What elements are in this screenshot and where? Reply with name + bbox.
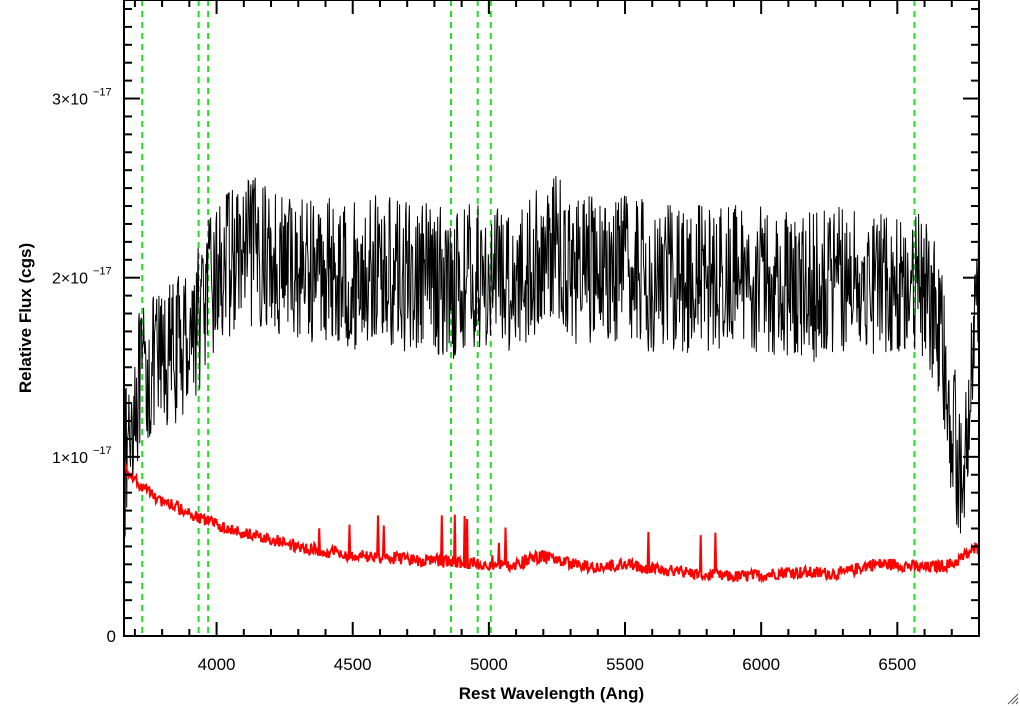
- y-tick-label: 2×10: [52, 271, 88, 288]
- x-tick-label: 6500: [878, 655, 916, 674]
- x-tick-label: 5500: [606, 655, 644, 674]
- x-axis-title: Rest Wavelength (Ang): [459, 684, 644, 703]
- y-axis-title: Relative Flux (cgs): [16, 243, 35, 393]
- axis-ticks: 4000 4500 5000 5500 6000 6500 0 1×10 −17 2×10 −17 3…: [52, 0, 980, 674]
- error-line: [123, 460, 979, 584]
- y-tick-label: 1×10: [52, 450, 88, 467]
- y-tick-label: 3×10: [52, 92, 88, 109]
- plot-frame: [123, 0, 980, 637]
- spectrum-line: [123, 176, 980, 539]
- y-tick-exponent: −17: [93, 87, 112, 99]
- spectrum-series: [123, 176, 980, 584]
- resize-grip-icon[interactable]: [1007, 693, 1019, 705]
- x-tick-label: 5000: [470, 655, 508, 674]
- y-tick-exponent: −17: [93, 445, 112, 457]
- x-tick-label: 6000: [742, 655, 780, 674]
- y-tick-label: 0: [107, 627, 116, 646]
- y-tick-exponent: −17: [93, 266, 112, 278]
- emission-line-markers: [141, 0, 916, 636]
- x-tick-label: 4500: [334, 655, 372, 674]
- x-tick-label: 4000: [198, 655, 236, 674]
